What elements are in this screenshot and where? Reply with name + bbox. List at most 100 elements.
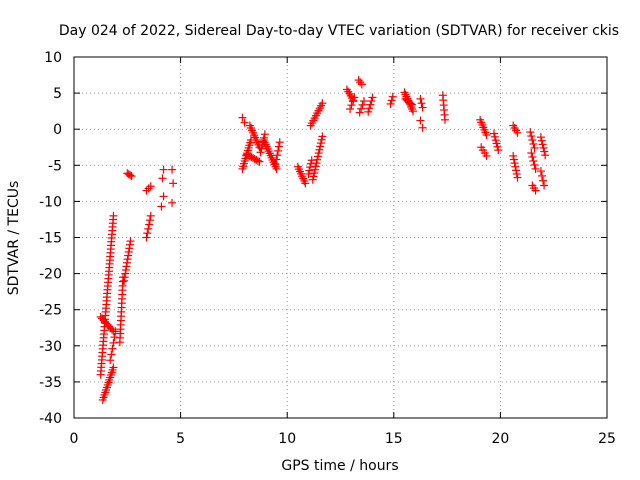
data-point — [539, 143, 548, 152]
data-point — [491, 136, 500, 145]
data-point — [143, 229, 152, 238]
data-point — [142, 233, 151, 242]
data-point — [530, 143, 539, 152]
data-point — [537, 136, 546, 145]
data-point — [316, 139, 325, 148]
data-point — [346, 104, 355, 113]
data-point — [311, 162, 320, 171]
x-axis-label: GPS time / hours — [281, 458, 398, 474]
data-point — [418, 123, 427, 132]
data-point — [304, 169, 313, 178]
data-point — [358, 100, 367, 109]
data-point — [386, 99, 395, 108]
data-point — [168, 165, 177, 174]
y-tick-label: -10 — [39, 194, 62, 210]
x-tick-label: 25 — [598, 431, 616, 447]
data-point — [301, 179, 310, 188]
y-tick-label: -15 — [39, 231, 62, 247]
data-point — [144, 184, 153, 193]
data-point — [310, 165, 319, 174]
data-point — [144, 224, 153, 233]
data-point — [350, 93, 359, 102]
y-tick-label: -40 — [39, 411, 62, 427]
data-point — [366, 100, 375, 109]
data-point — [253, 156, 262, 165]
data-point — [492, 139, 501, 148]
data-point — [540, 181, 549, 190]
x-tick-label: 20 — [491, 431, 509, 447]
data-point — [313, 152, 322, 161]
data-point — [145, 216, 154, 225]
data-point — [275, 138, 284, 147]
data-point — [347, 101, 356, 110]
data-point — [536, 167, 545, 176]
data-point — [387, 96, 396, 105]
data-point — [440, 115, 449, 124]
data-point — [528, 152, 537, 161]
data-point — [157, 202, 166, 211]
data-point — [536, 133, 545, 142]
data-point — [510, 159, 519, 168]
y-axis-label: SDTVAR / TECUs — [6, 181, 22, 296]
data-point — [526, 128, 535, 137]
data-point — [364, 107, 373, 116]
data-point — [406, 99, 415, 108]
data-point — [107, 350, 116, 359]
data-point — [408, 107, 417, 116]
data-point — [529, 140, 538, 149]
data-point — [493, 142, 502, 151]
data-point — [348, 97, 357, 106]
data-point — [159, 192, 168, 201]
chart-title: Day 024 of 2022, Sidereal Day-to-day VTE… — [59, 23, 619, 39]
data-point — [314, 149, 323, 158]
data-point — [527, 132, 536, 141]
data-point — [529, 156, 538, 165]
data-point — [356, 78, 365, 87]
data-point — [357, 104, 366, 113]
data-point — [417, 99, 426, 108]
x-tick-label: 15 — [385, 431, 403, 447]
data-point — [512, 166, 521, 175]
data-point — [531, 164, 540, 173]
data-point — [109, 338, 118, 347]
data-point — [126, 237, 135, 246]
data-point — [407, 100, 416, 109]
data-point — [271, 159, 280, 168]
data-point — [318, 99, 327, 108]
data-point — [494, 146, 503, 155]
data-point — [539, 176, 548, 185]
data-point — [513, 128, 522, 137]
data-point — [126, 171, 135, 180]
data-point — [108, 325, 117, 334]
data-point — [388, 92, 397, 101]
y-tick-label: -30 — [39, 339, 62, 355]
data-point — [111, 327, 120, 336]
data-point — [537, 171, 546, 180]
y-tick-label: -25 — [39, 303, 62, 319]
data-point — [272, 155, 281, 164]
data-point — [169, 179, 178, 188]
data-point — [110, 333, 119, 342]
x-tick-label: 10 — [278, 431, 296, 447]
data-point — [416, 116, 425, 125]
data-point — [127, 172, 136, 181]
y-tick-label: 5 — [53, 86, 62, 102]
data-point — [272, 164, 281, 173]
data-point — [355, 108, 364, 117]
data-point — [368, 93, 377, 102]
data-point — [310, 169, 319, 178]
data-point — [305, 166, 314, 175]
data-point — [238, 113, 247, 122]
data-point — [309, 172, 318, 181]
data-point — [146, 182, 155, 191]
data-point — [357, 80, 366, 89]
x-tick-label: 0 — [70, 431, 79, 447]
data-point — [512, 169, 521, 178]
y-tick-label: -20 — [39, 267, 62, 283]
data-point — [482, 151, 491, 160]
data-point — [273, 151, 282, 160]
y-tick-label: 10 — [44, 50, 62, 66]
data-point — [159, 165, 168, 174]
data-point — [538, 140, 547, 149]
